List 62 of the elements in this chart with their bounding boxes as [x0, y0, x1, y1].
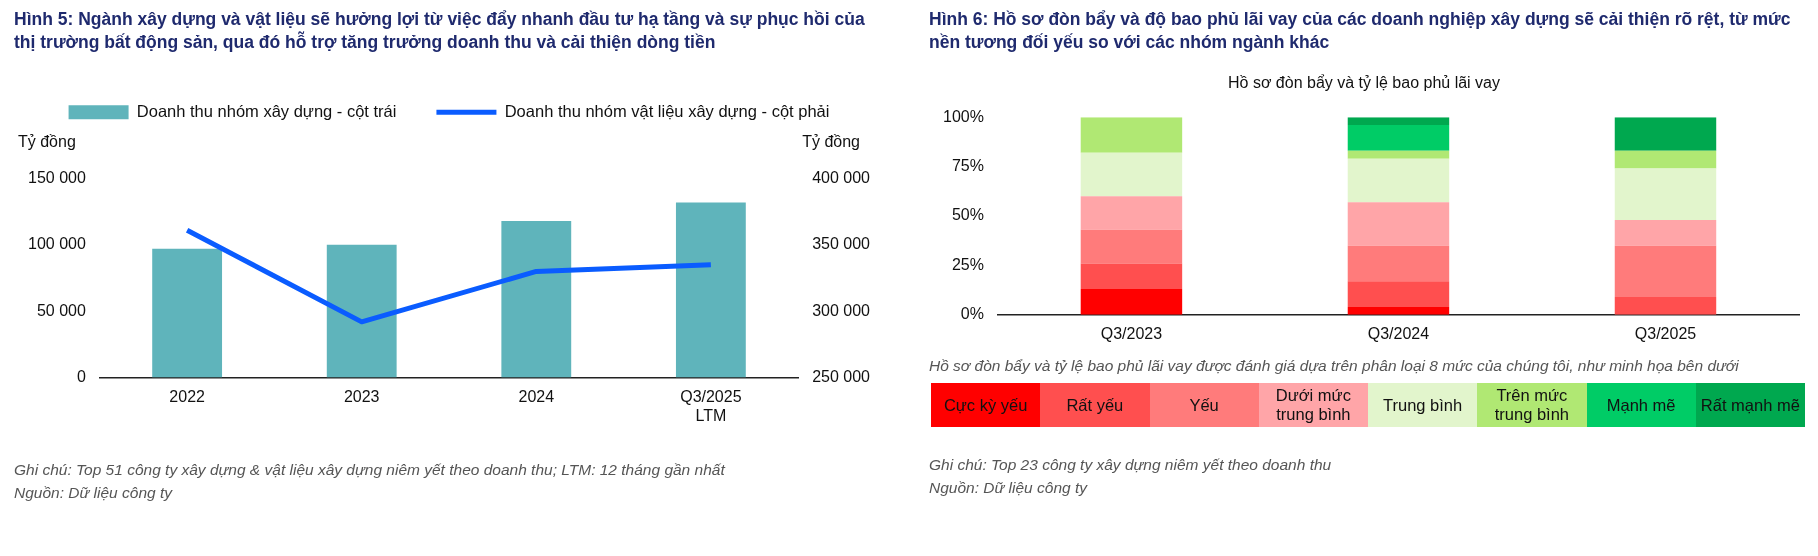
bar	[1614, 150, 1717, 169]
legend-label: Doanh thu nhóm vật liệu xây dựng - cột phải	[504, 101, 830, 120]
text: Ghi chú: Top 51 công ty xây dựng & vật liệu xây dựng niêm yết theo doanh thu; LTM: 12 tháng gần nhất	[14, 460, 727, 480]
bar	[1080, 152, 1183, 197]
bar	[1080, 196, 1183, 230]
legend-label: Doanh thu nhóm xây dựng - cột trái	[136, 101, 397, 120]
y-tick-label: 100%	[943, 107, 984, 125]
bar	[1080, 229, 1183, 264]
bar	[1614, 219, 1717, 246]
bar	[1080, 289, 1183, 315]
bar	[152, 248, 223, 378]
bar	[1080, 263, 1183, 290]
y2-tick-label: 300 000	[812, 301, 871, 319]
y-tick-label: 50%	[951, 206, 984, 224]
bar	[1347, 281, 1450, 307]
y-tick-label: 100 000	[27, 235, 86, 253]
y-tick-label: 75%	[951, 157, 984, 175]
chart-subtitle: Hồ sơ đòn bẩy và tỷ lệ bao phủ lãi vay	[1228, 74, 1500, 92]
bar	[1614, 245, 1717, 298]
x-tick-label: Q3/2024	[1367, 324, 1430, 342]
text: Rất mạnh mẽ	[1695, 383, 1805, 427]
bar	[1614, 117, 1717, 151]
text: Trung bình	[1368, 383, 1478, 427]
bar	[501, 220, 572, 378]
text: Hồ sơ đòn bẩy và tỷ lệ bao phủ lãi vay được đánh giá dựa trên phân loại 8 mức của chúng tôi, như minh họa bên dưới	[929, 356, 1740, 376]
text: Dưới mức trung bình	[1258, 383, 1368, 427]
bar	[326, 244, 397, 378]
y-tick-label: 50 000	[36, 301, 86, 319]
bar	[1614, 168, 1717, 220]
text: Yếu	[1149, 383, 1259, 427]
y-tick-label: 150 000	[27, 168, 86, 186]
bar	[675, 202, 746, 378]
y-tick-label: 25%	[951, 255, 984, 273]
y-tick-label: 0%	[960, 305, 984, 323]
y-tick-label: 0	[76, 368, 86, 386]
bar	[1347, 150, 1450, 159]
y2-tick-label: 250 000	[812, 368, 871, 386]
bar	[1347, 158, 1450, 203]
text: Nguồn: Dữ liệu công ty	[929, 478, 1089, 498]
text: Rất yếu	[1040, 383, 1150, 427]
bar	[1080, 117, 1183, 153]
chart-title: Hình 6: Hồ sơ đòn bẩy và độ bao phủ lãi vay của các doanh nghiệp xây dựng sẽ cải thiện rõ rệt, từ mức nền tương đối yếu so với các nhóm ngành khác	[929, 8, 1791, 54]
x-tick-label: 2022	[169, 387, 206, 405]
text: Ghi chú: Top 23 công ty xây dựng niêm yết theo doanh thu	[929, 455, 1333, 475]
bar	[1347, 202, 1450, 246]
y2-tick-label: 350 000	[812, 235, 871, 253]
x-tick-label: 2024	[518, 387, 555, 405]
chart-title: Hình 5: Ngành xây dựng và vật liệu sẽ hưởng lợi từ việc đẩy nhanh đầu tư hạ tầng và sự phục hồi của thị trường bất động sản, qua đó hỗ trợ tăng trưởng doanh thu và cải thiện dòng tiền	[14, 8, 866, 54]
x-tick-label: 2023	[343, 387, 380, 405]
bar	[1347, 245, 1450, 282]
bar	[1347, 125, 1450, 151]
y2-axis-title: Tỷ đồng	[802, 132, 860, 150]
y2-tick-label: 400 000	[812, 168, 871, 186]
text: Nguồn: Dữ liệu công ty	[14, 483, 174, 503]
bar	[1614, 297, 1717, 315]
x-tick-label: Q3/2023	[1100, 324, 1163, 342]
x-tick-label: Q3/2025	[1634, 324, 1697, 342]
y-axis-title: Tỷ đồng	[18, 132, 76, 150]
x-tick-label: Q3/2025 LTM	[680, 387, 742, 424]
text: Mạnh mẽ	[1586, 383, 1696, 427]
text: Trên mức trung bình	[1477, 383, 1587, 427]
text: Cực kỳ yếu	[931, 383, 1041, 427]
